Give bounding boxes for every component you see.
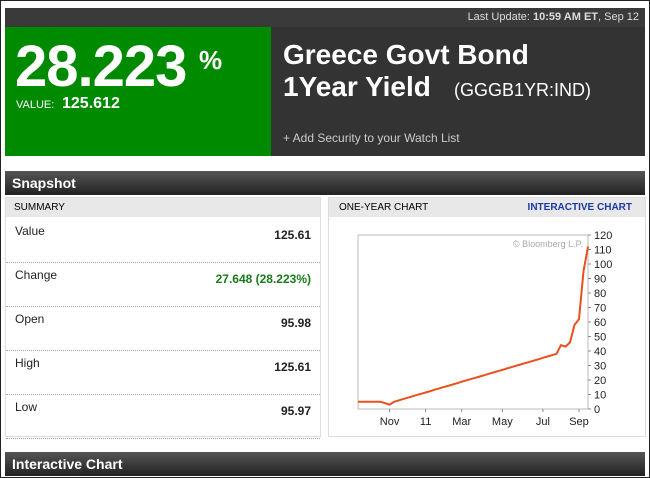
quote-box: 28.223 % VALUE: 125.612 [5,27,271,156]
y-tick-label: 90 [594,274,606,286]
yield-unit: % [199,45,223,75]
section-title: Snapshot [12,175,76,191]
price-line [358,246,589,406]
row-value: 125.61 [274,228,311,242]
y-tick-label: 80 [594,288,606,300]
update-label: Last Update: [467,11,530,23]
x-tick-label: 11 [420,416,431,428]
x-tick-label: Jul [536,416,550,428]
summary-row: Change 27.648 (28.223%) [6,262,320,307]
row-label: Open [15,312,45,326]
summary-row: Low 95.97 [6,394,320,439]
x-tick-label: Mar [452,416,471,428]
security-name: 1Year Yield [283,71,431,102]
section-header: Interactive Chart [5,452,645,476]
chart-title: ONE-YEAR CHART [339,202,429,213]
ticker: (GGGB1YR:IND) [454,80,592,100]
row-label: Low [15,400,38,414]
row-label: High [15,356,40,370]
y-tick-label: 70 [594,303,606,315]
chart-header: ONE-YEAR CHART INTERACTIVE CHART [329,198,645,217]
update-bar: Last Update: 10:59 AM ET, Sep 12 [5,8,645,27]
update-date: , Sep 12 [598,11,639,23]
plot-frame [357,234,589,410]
y-tick-label: 50 [594,332,606,344]
summary-row: Value 125.61 [6,218,320,263]
interactive-link[interactable]: INTERACTIVE CHART [527,202,632,213]
section-title: Interactive Chart [12,456,123,472]
row-value: 95.98 [280,316,311,330]
x-tick-label: Nov [380,416,400,428]
update-time: 10:59 AM ET [533,11,599,23]
x-tick-label: May [492,416,513,428]
summary-title: SUMMARY [6,198,320,217]
y-tick-label: 110 [594,245,612,257]
watermark: © Bloomberg L.P. [513,239,583,249]
y-tick-label: 0 [594,404,600,416]
row-label: Change [15,268,58,282]
summary-row: Open 95.98 [6,306,320,351]
y-tick-label: 60 [594,317,606,329]
summary-panel: SUMMARY Value 125.61 Change 27.648 (28.223%… [5,197,321,439]
y-tick-label: 10 [594,390,606,402]
y-tick-label: 100 [594,259,612,271]
row-label: Value [15,224,45,238]
y-tick-label: 30 [594,361,606,373]
x-tick-label: Sep [569,416,589,428]
value: 125.612 [62,95,120,112]
security-box: Greece Govt Bond 1Year Yield (GGGB1YR:IN… [271,27,645,156]
row-value: 27.648 (28.223%) [215,272,311,286]
section-header: Snapshot [5,171,645,195]
summary-row: High 125.61 [6,350,320,395]
yield: 28.223 [15,34,187,99]
chart-panel: ONE-YEAR CHART INTERACTIVE CHART [328,197,646,437]
y-tick-label: 40 [594,346,606,358]
watch-link[interactable]: + Add Security to your Watch List [283,131,460,145]
row-value: 125.61 [274,360,311,374]
y-tick-label: 120 [594,230,612,242]
y-tick-label: 20 [594,375,606,387]
value-label: VALUE: [16,99,55,111]
security-name: Greece Govt Bond [283,39,529,70]
row-value: 95.97 [280,404,311,418]
